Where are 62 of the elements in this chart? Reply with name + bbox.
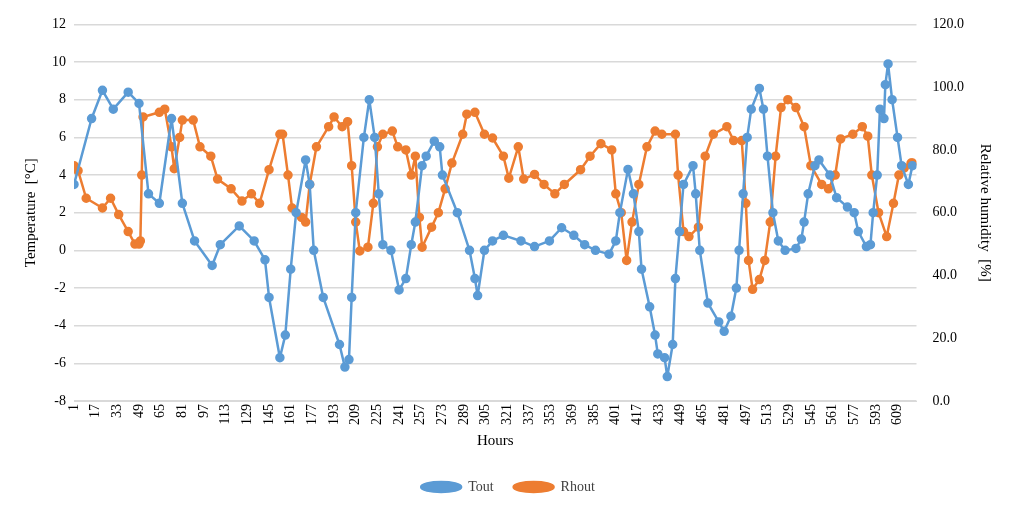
- x-tick-label: 449: [672, 404, 688, 425]
- x-tick-label: 225: [369, 404, 385, 425]
- x-tick-label: 593: [867, 404, 883, 425]
- x-tick-label: 273: [434, 404, 450, 425]
- x-tick-label: 65: [152, 404, 168, 418]
- x-tick-label: 577: [845, 404, 861, 425]
- x-tick-label: 481: [715, 404, 731, 425]
- x-tick-label: 433: [650, 404, 666, 425]
- y2-tick-label: 40.0: [932, 267, 957, 283]
- x-tick-label: 353: [542, 404, 558, 425]
- x-tick-label: 49: [130, 404, 146, 418]
- x-tick-label: 145: [260, 404, 276, 425]
- x-tick-label: 129: [239, 404, 255, 425]
- x-tick-label: 177: [304, 404, 320, 425]
- y-tick-label: 8: [59, 91, 66, 107]
- legend-label: Rhout: [560, 478, 595, 494]
- x-tick-label: 161: [282, 404, 298, 425]
- y-tick-label: 0: [59, 242, 66, 258]
- y2-tick-label: 0.0: [932, 392, 950, 408]
- x-tick-label: 17: [87, 404, 103, 418]
- x-tick-label: 545: [802, 404, 818, 425]
- y-tick-label: -6: [54, 355, 66, 371]
- x-tick-label: 1: [65, 404, 81, 411]
- x-tick-label: 81: [174, 404, 190, 418]
- x-tick-label: 241: [390, 404, 406, 425]
- x-tick-label: 497: [737, 404, 753, 425]
- y-tick-label: 12: [52, 16, 66, 32]
- x-tick-label: 321: [499, 404, 515, 425]
- y-tick-label: -4: [54, 317, 66, 333]
- x-tick-label: 193: [325, 404, 341, 425]
- x-tick-label: 289: [455, 404, 471, 425]
- x-tick-label: 33: [109, 404, 125, 418]
- y-tick-label: 6: [59, 129, 66, 145]
- y2-axis-title: Relative humidity [%]: [978, 143, 995, 282]
- y-tick-label: 4: [59, 166, 66, 182]
- legend-label: Tout: [468, 478, 494, 494]
- x-tick-label: 209: [347, 404, 363, 425]
- x-tick-label: 609: [889, 404, 905, 425]
- y-tick-label: -2: [54, 279, 66, 295]
- x-tick-label: 417: [629, 404, 645, 425]
- y-axis-title: Temperature [°C]: [21, 158, 38, 268]
- y2-tick-label: 100.0: [932, 78, 964, 94]
- x-tick-label: 369: [564, 404, 580, 425]
- x-tick-label: 529: [780, 404, 796, 425]
- x-tick-label: 257: [412, 404, 428, 425]
- x-axis-title: Hours: [476, 431, 514, 448]
- x-tick-label: 337: [520, 404, 536, 425]
- y2-tick-label: 80.0: [932, 141, 957, 157]
- x-tick-label: 465: [694, 404, 710, 425]
- y2-tick-label: 20.0: [932, 329, 957, 345]
- x-tick-label: 385: [585, 404, 601, 425]
- x-tick-label: 513: [759, 404, 775, 425]
- x-tick-label: 401: [607, 404, 623, 425]
- y-tick-label: 2: [59, 204, 66, 220]
- x-tick-label: 305: [477, 404, 493, 425]
- y-tick-label: -8: [54, 392, 66, 408]
- y2-tick-label: 60.0: [932, 204, 957, 220]
- x-tick-label: 561: [824, 404, 840, 425]
- y2-tick-label: 120.0: [932, 16, 964, 32]
- x-tick-label: 113: [217, 404, 233, 425]
- y-tick-label: 10: [52, 53, 66, 69]
- x-tick-label: 97: [195, 404, 211, 418]
